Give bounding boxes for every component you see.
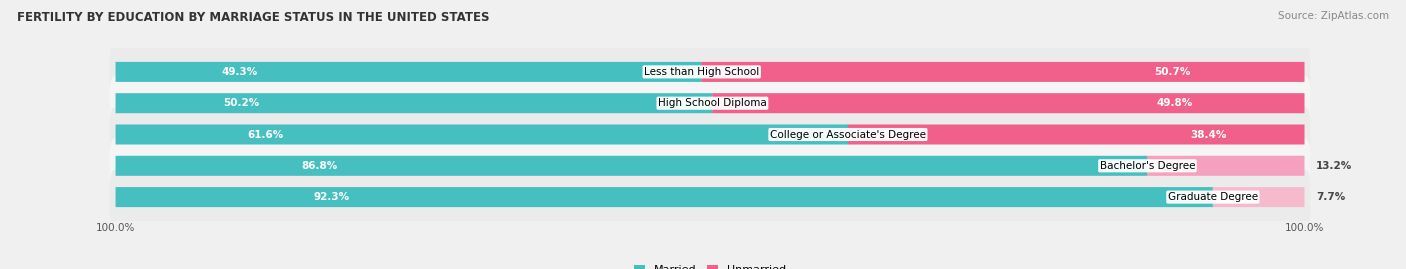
FancyBboxPatch shape xyxy=(848,125,1305,144)
Text: 86.8%: 86.8% xyxy=(301,161,337,171)
FancyBboxPatch shape xyxy=(1147,156,1305,176)
FancyBboxPatch shape xyxy=(115,93,713,113)
Text: 49.3%: 49.3% xyxy=(221,67,257,77)
FancyBboxPatch shape xyxy=(110,169,1310,225)
FancyBboxPatch shape xyxy=(115,62,702,82)
Text: FERTILITY BY EDUCATION BY MARRIAGE STATUS IN THE UNITED STATES: FERTILITY BY EDUCATION BY MARRIAGE STATU… xyxy=(17,11,489,24)
FancyBboxPatch shape xyxy=(110,76,1310,131)
FancyBboxPatch shape xyxy=(115,125,848,144)
Text: 50.2%: 50.2% xyxy=(224,98,259,108)
Text: Bachelor's Degree: Bachelor's Degree xyxy=(1099,161,1195,171)
Text: 92.3%: 92.3% xyxy=(314,192,349,202)
Legend: Married, Unmarried: Married, Unmarried xyxy=(634,265,786,269)
Text: 7.7%: 7.7% xyxy=(1316,192,1346,202)
Text: Graduate Degree: Graduate Degree xyxy=(1168,192,1258,202)
Text: 50.7%: 50.7% xyxy=(1154,67,1189,77)
FancyBboxPatch shape xyxy=(702,62,1305,82)
Text: High School Diploma: High School Diploma xyxy=(658,98,766,108)
Text: Source: ZipAtlas.com: Source: ZipAtlas.com xyxy=(1278,11,1389,21)
FancyBboxPatch shape xyxy=(110,44,1310,100)
Text: 61.6%: 61.6% xyxy=(247,129,284,140)
Text: 38.4%: 38.4% xyxy=(1191,129,1226,140)
FancyBboxPatch shape xyxy=(115,187,1213,207)
FancyBboxPatch shape xyxy=(1213,187,1305,207)
Text: Less than High School: Less than High School xyxy=(644,67,759,77)
FancyBboxPatch shape xyxy=(110,138,1310,193)
FancyBboxPatch shape xyxy=(713,93,1305,113)
FancyBboxPatch shape xyxy=(110,107,1310,162)
Text: College or Associate's Degree: College or Associate's Degree xyxy=(770,129,927,140)
Text: 13.2%: 13.2% xyxy=(1316,161,1353,171)
Text: 49.8%: 49.8% xyxy=(1156,98,1192,108)
FancyBboxPatch shape xyxy=(115,156,1147,176)
